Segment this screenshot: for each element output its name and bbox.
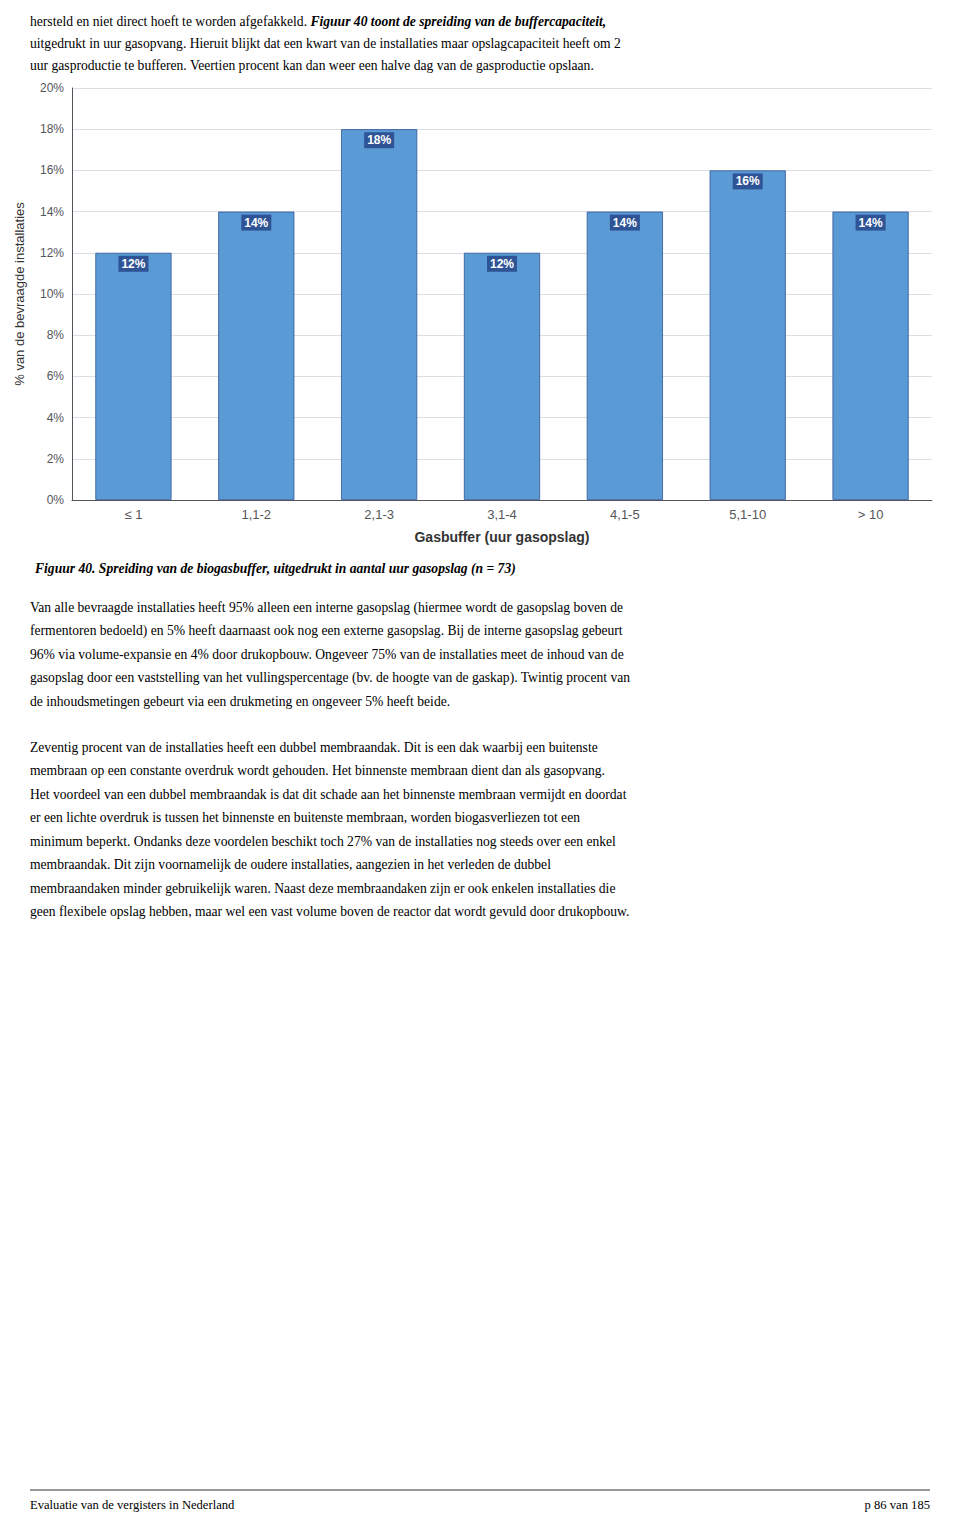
svg-text:12%: 12%	[40, 246, 64, 260]
svg-text:1,1-2: 1,1-2	[241, 507, 271, 522]
svg-text:2,1-3: 2,1-3	[364, 507, 394, 522]
svg-text:er een lichte overdruk is tuss: er een lichte overdruk is tussen het bin…	[30, 810, 580, 825]
svg-text:2%: 2%	[47, 452, 65, 466]
svg-text:membraan op een constante over: membraan op een constante overdruk wordt…	[30, 763, 605, 778]
svg-text:Van alle bevraagde installatie: Van alle bevraagde installaties heeft 95…	[30, 600, 623, 616]
svg-text:uitgedrukt in uur gasopvang. H: uitgedrukt in uur gasopvang. Hieruit bli…	[30, 36, 621, 51]
svg-text:Evaluatie van de vergisters in: Evaluatie van de vergisters in Nederland	[30, 1498, 235, 1512]
svg-text:Figuur 40. Spreiding van de bi: Figuur 40. Spreiding van de biogasbuffer…	[34, 561, 516, 577]
svg-text:16%: 16%	[40, 163, 64, 177]
svg-text:0%: 0%	[47, 493, 65, 507]
svg-text:de inhoudsmetingen gebeurt via: de inhoudsmetingen gebeurt via een drukm…	[30, 694, 450, 709]
svg-text:p 86 van 185: p 86 van 185	[865, 1498, 930, 1512]
svg-text:Gasbuffer (uur gasopslag): Gasbuffer (uur gasopslag)	[414, 529, 589, 545]
svg-text:gasopslag door een vaststellin: gasopslag door een vaststelling van het …	[30, 670, 630, 686]
svg-text:% van de bevraagde installatie: % van de bevraagde installaties	[12, 202, 27, 386]
svg-text:hersteld en niet direct hoeft: hersteld en niet direct hoeft te worden …	[30, 14, 310, 29]
svg-text:Zeventig procent van de instal: Zeventig procent van de installaties hee…	[30, 740, 598, 755]
svg-text:20%: 20%	[40, 81, 64, 95]
svg-text:10%: 10%	[40, 287, 64, 301]
svg-text:≤ 1: ≤ 1	[124, 507, 142, 522]
svg-text:Het voordeel van een dubbel me: Het voordeel van een dubbel membraandak …	[30, 787, 627, 802]
svg-text:96% via volume-expansie en 4%: 96% via volume-expansie en 4% door druko…	[30, 647, 624, 662]
svg-text:> 10: > 10	[858, 507, 884, 522]
svg-text:Figuur 40 toont de spreiding v: Figuur 40 toont de spreiding van de buff…	[309, 14, 606, 29]
svg-text:14%: 14%	[40, 205, 64, 219]
svg-text:4,1-5: 4,1-5	[610, 507, 640, 522]
svg-text:geen flexibele opslag hebben,: geen flexibele opslag hebben, maar wel e…	[30, 904, 629, 919]
svg-text:12%: 12%	[490, 257, 514, 271]
svg-text:4%: 4%	[47, 411, 65, 425]
svg-text:6%: 6%	[47, 369, 65, 383]
svg-text:14%: 14%	[244, 216, 268, 230]
svg-text:fermentoren bedoeld) en 5% hee: fermentoren bedoeld) en 5% heeft daarnaa…	[30, 623, 623, 639]
svg-text:uur gasproductie te bufferen.: uur gasproductie te bufferen. Veertien p…	[30, 58, 594, 73]
svg-text:18%: 18%	[40, 122, 64, 136]
svg-text:16%: 16%	[736, 174, 760, 188]
svg-text:18%: 18%	[367, 133, 391, 147]
svg-text:14%: 14%	[859, 216, 883, 230]
svg-text:12%: 12%	[121, 257, 145, 271]
svg-text:5,1-10: 5,1-10	[729, 507, 766, 522]
svg-text:membraandaken minder gebruikel: membraandaken minder gebruikelijk waren.…	[30, 881, 615, 896]
svg-text:14%: 14%	[613, 216, 637, 230]
svg-text:membraandak. Dit zijn voorname: membraandak. Dit zijn voornamelijk de ou…	[30, 857, 551, 872]
svg-text:3,1-4: 3,1-4	[487, 507, 517, 522]
svg-text:minimum beperkt. Ondanks deze: minimum beperkt. Ondanks deze voordelen …	[30, 834, 616, 849]
svg-text:8%: 8%	[47, 328, 65, 342]
